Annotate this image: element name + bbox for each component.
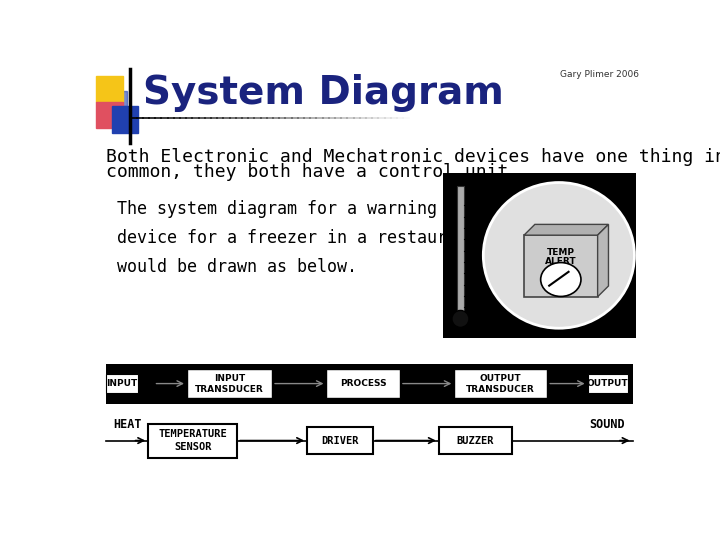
Text: OUTPUT: OUTPUT [587, 379, 629, 388]
Bar [307, 427, 373, 455]
Text: DRIVER: DRIVER [321, 436, 359, 446]
Bar [96, 76, 122, 102]
Bar [106, 374, 138, 393]
Bar [187, 369, 272, 398]
Text: TEMPERATURE
SENSOR: TEMPERATURE SENSOR [158, 429, 227, 452]
Text: PROCESS: PROCESS [340, 379, 387, 388]
Text: The system diagram for a warning
device for a freezer in a restaurant
would be d: The system diagram for a warning device … [117, 200, 477, 276]
Text: OUTPUT
TRANSDUCER: OUTPUT TRANSDUCER [467, 374, 535, 394]
Text: Gary Plimer 2006: Gary Plimer 2006 [559, 70, 639, 79]
Text: TEMP: TEMP [546, 248, 575, 257]
Text: HEAT: HEAT [113, 418, 142, 431]
Bar [96, 102, 122, 128]
Bar [524, 235, 598, 297]
Text: BUZZER: BUZZER [456, 436, 495, 446]
Bar [454, 369, 547, 398]
Text: common, they both have a control unit.: common, they both have a control unit. [106, 164, 518, 181]
Ellipse shape [452, 310, 469, 327]
Bar [106, 363, 632, 403]
Text: SOUND: SOUND [589, 418, 625, 431]
Ellipse shape [541, 262, 581, 296]
Text: ALERT: ALERT [545, 256, 577, 266]
Bar [443, 173, 636, 338]
Bar [456, 186, 464, 315]
Text: Both Electronic and Mechatronic devices have one thing in: Both Electronic and Mechatronic devices … [106, 148, 720, 166]
Bar [148, 423, 238, 457]
Text: INPUT: INPUT [106, 379, 138, 388]
Bar [438, 427, 513, 455]
Bar [588, 374, 628, 393]
Text: System Diagram: System Diagram [143, 75, 503, 112]
Bar [112, 106, 138, 132]
Bar [326, 369, 400, 398]
Text: INPUT
TRANSDUCER: INPUT TRANSDUCER [195, 374, 264, 394]
Polygon shape [524, 225, 608, 235]
Bar [112, 91, 127, 106]
Polygon shape [598, 225, 608, 297]
Ellipse shape [483, 183, 634, 328]
